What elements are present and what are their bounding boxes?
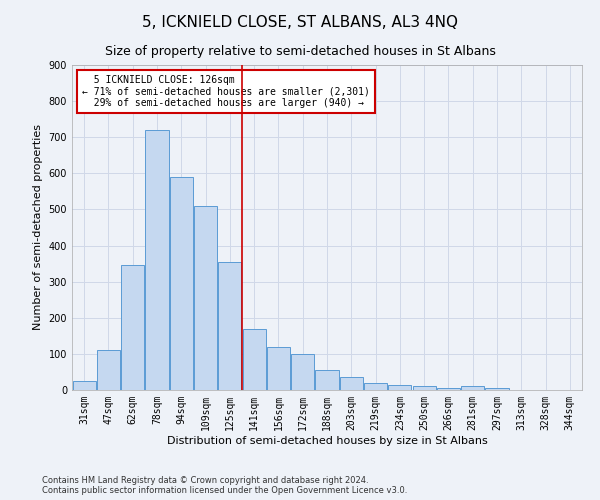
- Text: 5, ICKNIELD CLOSE, ST ALBANS, AL3 4NQ: 5, ICKNIELD CLOSE, ST ALBANS, AL3 4NQ: [142, 15, 458, 30]
- X-axis label: Distribution of semi-detached houses by size in St Albans: Distribution of semi-detached houses by …: [167, 436, 487, 446]
- Bar: [316, 370, 338, 390]
- Text: 5 ICKNIELD CLOSE: 126sqm
← 71% of semi-detached houses are smaller (2,301)
  29%: 5 ICKNIELD CLOSE: 126sqm ← 71% of semi-d…: [82, 74, 370, 108]
- Bar: [242, 328, 266, 390]
- Bar: [218, 262, 241, 390]
- Bar: [437, 388, 460, 390]
- Bar: [291, 354, 314, 390]
- Bar: [388, 384, 412, 390]
- Y-axis label: Number of semi-detached properties: Number of semi-detached properties: [33, 124, 43, 330]
- Bar: [364, 383, 387, 390]
- Bar: [461, 386, 484, 390]
- Bar: [97, 350, 120, 390]
- Text: Contains HM Land Registry data © Crown copyright and database right 2024.
Contai: Contains HM Land Registry data © Crown c…: [42, 476, 407, 495]
- Bar: [267, 346, 290, 390]
- Bar: [145, 130, 169, 390]
- Text: Size of property relative to semi-detached houses in St Albans: Size of property relative to semi-detach…: [104, 45, 496, 58]
- Bar: [73, 381, 95, 390]
- Bar: [340, 378, 363, 390]
- Bar: [194, 206, 217, 390]
- Bar: [170, 177, 193, 390]
- Bar: [121, 266, 144, 390]
- Bar: [485, 388, 509, 390]
- Bar: [413, 386, 436, 390]
